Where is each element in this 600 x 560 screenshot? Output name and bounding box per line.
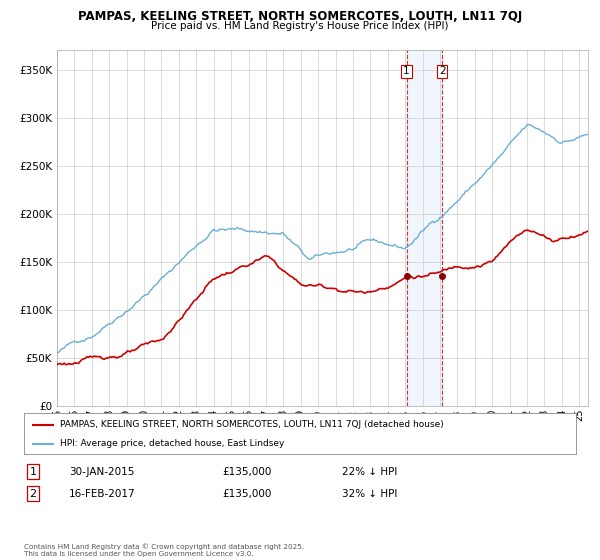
Bar [407,50,442,406]
Text: PAMPAS, KEELING STREET, NORTH SOMERCOTES, LOUTH, LN11 7QJ (detached house): PAMPAS, KEELING STREET, NORTH SOMERCOTES… [60,420,443,429]
Text: 1: 1 [403,67,410,76]
Text: HPI: Average price, detached house, East Lindsey: HPI: Average price, detached house, East… [60,439,284,448]
Text: 2: 2 [439,67,445,76]
Text: £135,000: £135,000 [222,466,271,477]
Text: Price paid vs. HM Land Registry's House Price Index (HPI): Price paid vs. HM Land Registry's House … [151,21,449,31]
Text: 22% ↓ HPI: 22% ↓ HPI [342,466,397,477]
Text: 30-JAN-2015: 30-JAN-2015 [69,466,134,477]
Text: PAMPAS, KEELING STREET, NORTH SOMERCOTES, LOUTH, LN11 7QJ: PAMPAS, KEELING STREET, NORTH SOMERCOTES… [78,10,522,23]
Text: 32% ↓ HPI: 32% ↓ HPI [342,489,397,499]
Text: 1: 1 [29,466,37,477]
Text: Contains HM Land Registry data © Crown copyright and database right 2025.
This d: Contains HM Land Registry data © Crown c… [24,544,304,557]
Text: 2: 2 [29,489,37,499]
Text: 16-FEB-2017: 16-FEB-2017 [69,489,136,499]
Text: £135,000: £135,000 [222,489,271,499]
